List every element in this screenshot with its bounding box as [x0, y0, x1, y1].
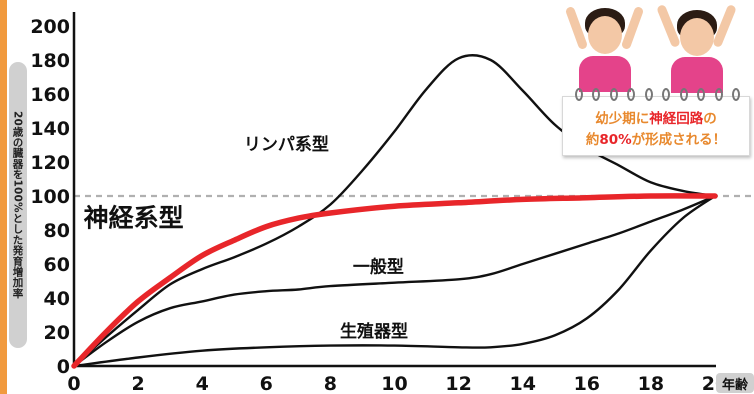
series-label: リンパ系型	[244, 134, 329, 155]
y-tick-label: 100	[30, 186, 70, 208]
series-label: 神経系型	[84, 204, 184, 233]
series-line-生殖器型	[73, 195, 716, 368]
x-tick-label: 8	[324, 373, 337, 394]
y-tick-label: 160	[30, 84, 70, 106]
note-line-2: 約80%が形成される！	[585, 132, 727, 148]
y-tick-label: 0	[57, 356, 70, 378]
x-tick-label: 14	[509, 373, 535, 394]
y-axis-label-pill: 20歳の臓器を100%とした発育増加率	[9, 62, 27, 348]
child-figure-left	[564, 0, 645, 92]
left-accent-bar	[0, 0, 7, 394]
y-axis-label: 20歳の臓器を100%とした発育増加率	[11, 111, 24, 299]
x-tick-label: 2	[131, 373, 144, 394]
notebook-rings	[575, 88, 740, 102]
x-tick-label: 4	[196, 373, 209, 394]
y-tick-label: 120	[30, 152, 70, 174]
y-tick-label: 60	[44, 254, 70, 276]
y-tick-label: 200	[30, 16, 70, 38]
y-tick-label: 20	[44, 322, 70, 344]
x-tick-label: 6	[260, 373, 273, 394]
y-tick-label: 140	[30, 118, 70, 140]
y-tick-label: 40	[44, 288, 70, 310]
series-label: 一般型	[353, 257, 404, 278]
children-photo	[560, 0, 754, 93]
series-line-神経系型	[71, 193, 718, 369]
child-figure-right	[656, 0, 737, 93]
y-tick-label: 180	[30, 50, 70, 72]
series-line-一般型	[73, 194, 716, 367]
series-label: 生殖器型	[340, 321, 408, 342]
x-tick-label: 12	[445, 373, 471, 394]
x-axis-unit-label: 年齢	[716, 373, 754, 393]
note-card: 幼少期に神経回路の 約80%が形成される！	[562, 88, 750, 156]
x-tick-label: 16	[574, 373, 600, 394]
y-tick-label: 80	[44, 220, 70, 242]
x-tick-label: 10	[381, 373, 407, 394]
series-line-リンパ系型	[73, 54, 716, 367]
note-line-1: 幼少期に神経回路の	[595, 111, 717, 127]
x-tick-label: 18	[638, 373, 664, 394]
x-tick-label: 0	[67, 373, 80, 394]
